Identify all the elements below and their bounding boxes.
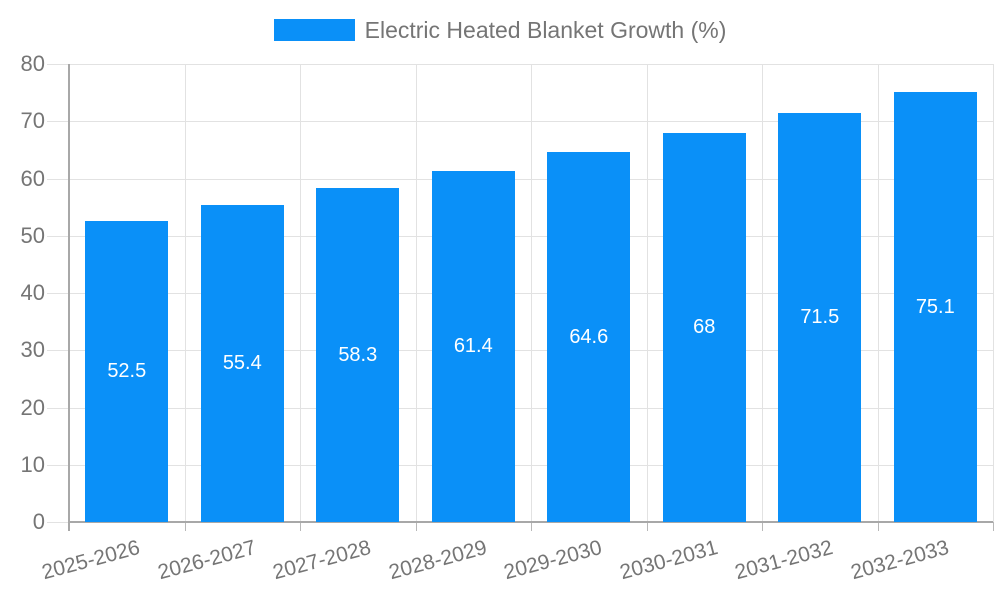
y-tick-label: 30 <box>20 337 45 362</box>
y-tick-label: 10 <box>20 452 45 477</box>
y-tick-label: 0 <box>32 509 45 534</box>
y-tick <box>47 121 69 122</box>
y-tick-label: 40 <box>20 280 45 305</box>
y-tick-label: 50 <box>20 223 45 248</box>
x-tick <box>993 522 994 531</box>
x-tick <box>300 522 301 531</box>
y-tick <box>47 465 69 466</box>
y-tick-label: 60 <box>20 166 45 191</box>
y-tick <box>47 236 69 237</box>
bar[interactable]: 52.5 <box>85 221 169 522</box>
x-tick-label: 2031-2032 <box>732 536 836 585</box>
x-tick-label: 2025-2026 <box>39 536 143 585</box>
bar-value-label: 75.1 <box>915 295 955 318</box>
v-gridline <box>878 64 879 522</box>
x-tick <box>185 522 186 531</box>
y-tick-label: 70 <box>20 108 45 133</box>
v-gridline <box>185 64 186 522</box>
legend-swatch <box>273 19 355 41</box>
x-tick <box>878 522 879 531</box>
v-gridline <box>647 64 648 522</box>
y-tick <box>47 293 69 294</box>
bar[interactable]: 58.3 <box>316 188 400 522</box>
x-tick-label: 2026-2027 <box>155 536 259 585</box>
bar-value-label: 55.4 <box>222 351 262 374</box>
y-tick <box>47 179 69 180</box>
bar-value-label: 61.4 <box>453 334 493 357</box>
bar[interactable]: 71.5 <box>778 112 862 522</box>
x-tick-label: 2028-2029 <box>386 536 490 585</box>
x-tick <box>762 522 763 531</box>
bar[interactable]: 55.4 <box>200 204 284 522</box>
x-tick <box>416 522 417 531</box>
bar[interactable]: 61.4 <box>431 170 515 522</box>
y-axis-line <box>68 64 70 531</box>
y-tick-label: 80 <box>20 51 45 76</box>
x-tick <box>647 522 648 531</box>
y-tick <box>47 408 69 409</box>
y-tick <box>47 64 69 65</box>
v-gridline <box>531 64 532 522</box>
legend[interactable]: Electric Heated Blanket Growth (%) <box>0 17 1000 43</box>
bar-value-label: 58.3 <box>338 343 378 366</box>
v-gridline <box>993 64 994 522</box>
v-gridline <box>300 64 301 522</box>
bar-value-label: 64.6 <box>569 325 609 348</box>
bar-value-label: 71.5 <box>800 305 840 328</box>
bar-value-label: 52.5 <box>107 360 147 383</box>
x-tick-label: 2032-2033 <box>848 536 952 585</box>
x-tick-label: 2030-2031 <box>617 536 721 585</box>
bar[interactable]: 75.1 <box>893 92 977 522</box>
x-tick-label: 2029-2030 <box>501 536 605 585</box>
y-tick-label: 20 <box>20 395 45 420</box>
v-gridline <box>416 64 417 522</box>
y-tick <box>47 350 69 351</box>
bar-value-label: 68 <box>693 315 716 338</box>
bar[interactable]: 68 <box>662 132 746 522</box>
x-tick <box>531 522 532 531</box>
bar[interactable]: 64.6 <box>547 152 631 522</box>
v-gridline <box>762 64 763 522</box>
x-tick-label: 2027-2028 <box>270 536 374 585</box>
y-tick <box>47 522 69 523</box>
x-axis-line <box>69 521 993 523</box>
legend-label: Electric Heated Blanket Growth (%) <box>364 17 727 43</box>
